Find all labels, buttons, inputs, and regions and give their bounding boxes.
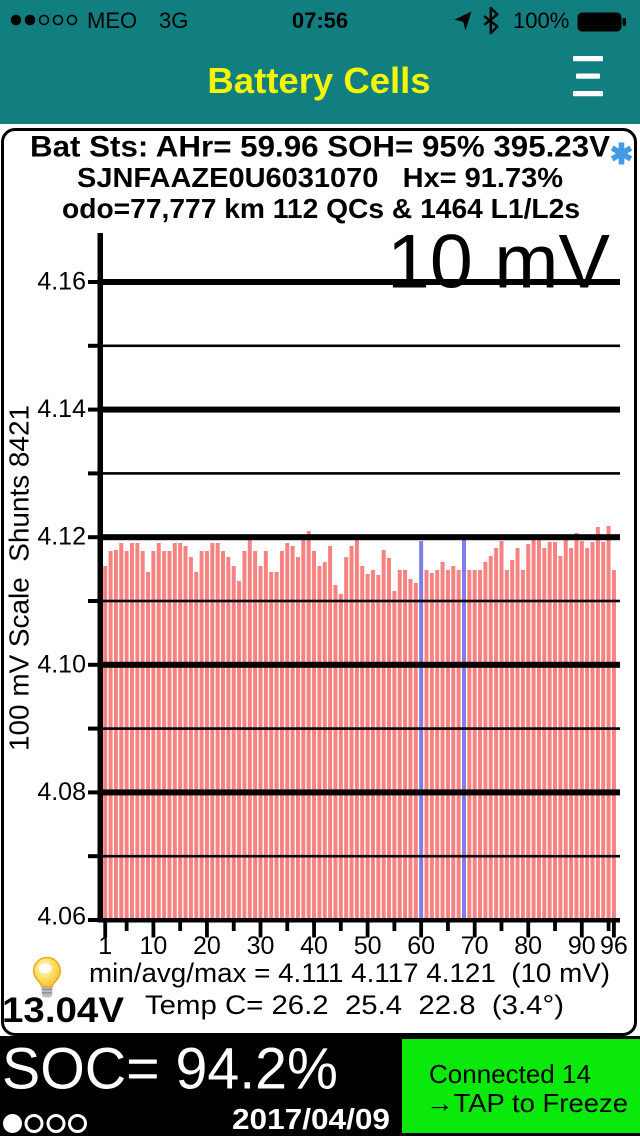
svg-text:SOC= 94.2%: SOC= 94.2%	[2, 1037, 338, 1102]
svg-text:Connected 14: Connected 14	[429, 1059, 591, 1089]
svg-text:Bat Sts: AHr= 59.96 SOH= 95% 3: Bat Sts: AHr= 59.96 SOH= 95% 395.23V	[30, 131, 610, 164]
svg-text:100%: 100%	[513, 8, 569, 33]
svg-text:4.14: 4.14	[37, 395, 86, 423]
svg-text:1: 1	[98, 932, 112, 960]
svg-text:4.08: 4.08	[37, 778, 86, 806]
svg-text:96: 96	[600, 932, 628, 960]
svg-text:20: 20	[193, 932, 221, 960]
svg-text:odo=77,777 km 112 QCs & 1464 L: odo=77,777 km 112 QCs & 1464 L1/L2s	[62, 193, 580, 224]
svg-text:3G: 3G	[159, 8, 188, 33]
svg-text:60: 60	[407, 932, 435, 960]
svg-text:2017/04/09: 2017/04/09	[232, 1104, 390, 1136]
svg-text:07:56: 07:56	[292, 8, 348, 33]
svg-text:min/avg/max = 4.111 4.117 4.12: min/avg/max = 4.111 4.117 4.121 (10 mV)	[89, 958, 610, 988]
svg-text:4.16: 4.16	[37, 268, 86, 296]
svg-text:→TAP to Freeze: →TAP to Freeze	[426, 1088, 628, 1118]
svg-text:70: 70	[461, 932, 489, 960]
svg-text:Temp C= 26.2 25.4 22.8 (3.4: Temp C= 26.2 25.4 22.8 (3.4°)	[145, 990, 564, 1020]
svg-text:100 mV Scale Shunts 8421: 100 mV Scale Shunts 8421	[4, 405, 35, 751]
svg-text:Battery Cells: Battery Cells	[207, 60, 430, 101]
svg-text:4.06: 4.06	[37, 903, 86, 931]
svg-text:80: 80	[514, 932, 542, 960]
svg-text:50: 50	[354, 932, 382, 960]
svg-text:10 mV: 10 mV	[387, 220, 610, 305]
svg-text:MEO: MEO	[87, 8, 137, 33]
svg-text:13.04V: 13.04V	[2, 991, 125, 1030]
svg-text:40: 40	[300, 932, 328, 960]
svg-text:4.10: 4.10	[37, 650, 86, 678]
svg-text:4.12: 4.12	[37, 523, 86, 551]
svg-text:90: 90	[568, 932, 596, 960]
svg-text:30: 30	[247, 932, 275, 960]
svg-text:SJNFAAZE0U6031070 Hx= 91.73%: SJNFAAZE0U6031070 Hx= 91.73%	[77, 162, 563, 193]
svg-text:10: 10	[139, 932, 167, 960]
